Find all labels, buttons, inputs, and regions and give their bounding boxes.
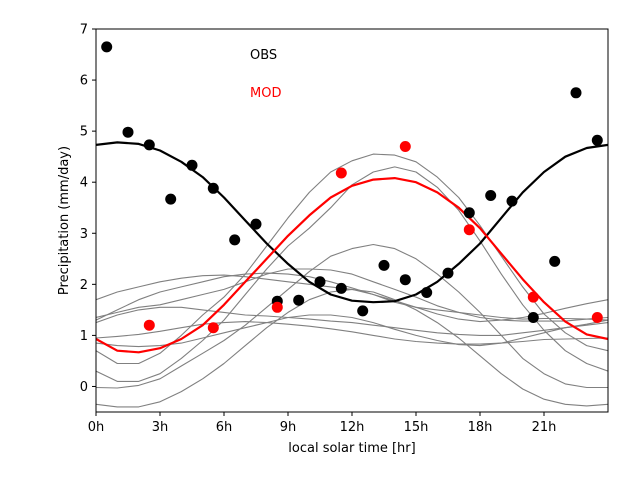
- x-axis-label: local solar time [hr]: [288, 441, 415, 456]
- mod-point: [591, 312, 603, 323]
- mod-point: [335, 167, 347, 179]
- obs-point: [101, 41, 113, 53]
- y-tick-label: 0: [80, 380, 88, 395]
- obs-point: [250, 218, 262, 230]
- series-line-model-member-2: [96, 268, 608, 322]
- obs-point: [485, 190, 497, 201]
- obs-point: [293, 294, 305, 306]
- obs-point: [314, 276, 326, 288]
- mod-point: [207, 322, 219, 334]
- y-tick-label: 4: [80, 176, 88, 191]
- x-tick-label: 12h: [340, 420, 365, 435]
- obs-point: [591, 134, 603, 146]
- obs-point: [399, 274, 411, 286]
- x-tick-label: 0h: [88, 420, 105, 435]
- obs-point: [165, 193, 177, 205]
- obs-point: [357, 305, 369, 317]
- y-tick-label: 1: [80, 329, 88, 344]
- obs-point: [570, 87, 582, 99]
- legend-obs: OBS: [250, 48, 277, 63]
- series-line-model-member-5: [96, 321, 608, 345]
- mod-point: [271, 301, 283, 313]
- obs-point: [207, 182, 219, 194]
- series-line-model-member-7: [96, 153, 608, 365]
- obs-point: [527, 312, 539, 323]
- mod-point: [399, 141, 411, 152]
- mod-point: [527, 291, 539, 303]
- y-tick-label: 2: [80, 278, 88, 293]
- x-tick-label: 9h: [280, 420, 297, 435]
- y-tick-label: 6: [80, 74, 88, 89]
- obs-point: [421, 287, 433, 298]
- x-tick-label: 21h: [532, 420, 557, 435]
- series-line-obs-fit: [96, 141, 608, 304]
- y-tick-label: 7: [80, 23, 88, 38]
- obs-point: [186, 159, 198, 171]
- series-line-model-member-10: [96, 288, 608, 408]
- y-axis-label: Precipitation (mm/day): [57, 146, 72, 295]
- ticks-layer: 0h 3h 6h 9h 12h 15h 18h 21h 0 1 2 3 4 5 6 7: [80, 23, 557, 436]
- obs-point: [335, 282, 347, 294]
- y-tick-label: 3: [80, 227, 88, 242]
- obs-point: [229, 234, 241, 246]
- legend-mod: MOD: [250, 86, 281, 101]
- series-layer: [96, 141, 608, 408]
- series-line-model-member-3: [96, 272, 608, 321]
- obs-point: [378, 259, 390, 271]
- obs-point: [143, 139, 155, 151]
- obs-point: [463, 207, 475, 219]
- series-line-mod-fit: [96, 177, 608, 354]
- x-tick-label: 18h: [468, 420, 493, 435]
- x-tick-label: 6h: [216, 420, 233, 435]
- x-tick-label: 15h: [404, 420, 429, 435]
- mod-point: [463, 224, 475, 236]
- points-layer: [101, 41, 603, 334]
- series-line-model-member-6: [96, 314, 608, 348]
- series-line-model-member-9: [96, 243, 608, 389]
- series-line-model-member-4: [96, 306, 608, 336]
- obs-point: [122, 126, 134, 138]
- x-tick-label: 3h: [152, 420, 169, 435]
- mod-point: [143, 319, 155, 331]
- y-tick-label: 5: [80, 125, 88, 140]
- obs-point: [549, 255, 561, 267]
- obs-point: [506, 195, 518, 207]
- obs-point: [442, 267, 454, 279]
